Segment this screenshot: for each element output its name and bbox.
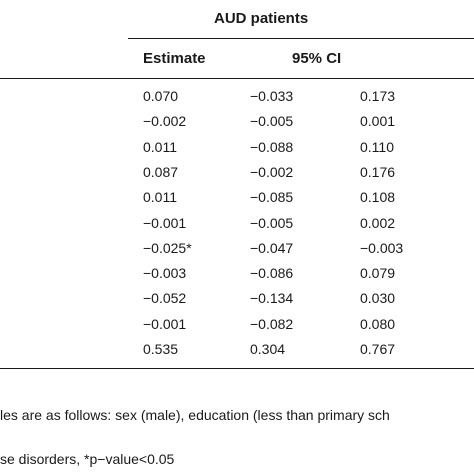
estimate-cell: −0.003 (143, 265, 187, 281)
ci-upper-cell: 0.173 (360, 88, 396, 104)
ci-upper-cell: −0.003 (360, 240, 404, 256)
ci-lower-cell: −0.005 (250, 113, 294, 129)
estimate-cell: −0.001 (143, 215, 187, 231)
ci-lower-cell: −0.088 (250, 139, 294, 155)
estimate-cell: 0.087 (143, 164, 179, 180)
footnote-line-1: les are as follows: sex (male), educatio… (0, 407, 390, 423)
estimate-cell: 0.011 (143, 189, 177, 205)
ci-lower-cell: −0.082 (250, 316, 294, 332)
ci-upper-cell: 0.001 (360, 113, 396, 129)
estimate-cell: −0.002 (143, 113, 187, 129)
header-bottom-rule (0, 78, 474, 79)
estimate-cell: −0.001 (143, 316, 187, 332)
group-header-rule (128, 38, 474, 39)
table-bottom-rule (0, 368, 474, 369)
ci-lower-cell: −0.047 (250, 240, 294, 256)
ci-lower-cell: −0.033 (250, 88, 294, 104)
group-header-aud-patients: AUD patients (214, 10, 309, 27)
ci-upper-cell: 0.080 (360, 316, 396, 332)
estimate-cell: 0.535 (143, 341, 179, 357)
ci-lower-cell: −0.005 (250, 215, 294, 231)
column-header-estimate: Estimate (143, 50, 206, 67)
ci-upper-cell: 0.108 (360, 189, 396, 205)
ci-lower-cell: 0.304 (250, 341, 286, 357)
ci-lower-cell: −0.085 (250, 189, 294, 205)
ci-lower-cell: −0.134 (250, 290, 294, 306)
ci-lower-cell: −0.086 (250, 265, 294, 281)
ci-upper-cell: 0.030 (360, 290, 396, 306)
estimate-cell: −0.052 (143, 290, 187, 306)
footnote-line-2: se disorders, *p−value<0.05 (0, 451, 175, 467)
estimate-cell: 0.070 (143, 88, 179, 104)
estimate-cell: −0.025* (143, 240, 192, 256)
ci-upper-cell: 0.767 (360, 341, 396, 357)
ci-upper-cell: 0.079 (360, 265, 396, 281)
ci-lower-cell: −0.002 (250, 164, 294, 180)
column-header-95-ci: 95% CI (292, 50, 342, 67)
estimate-cell: 0.011 (143, 139, 177, 155)
ci-upper-cell: 0.002 (360, 215, 396, 231)
ci-upper-cell: 0.176 (360, 164, 396, 180)
ci-upper-cell: 0.110 (360, 139, 394, 155)
